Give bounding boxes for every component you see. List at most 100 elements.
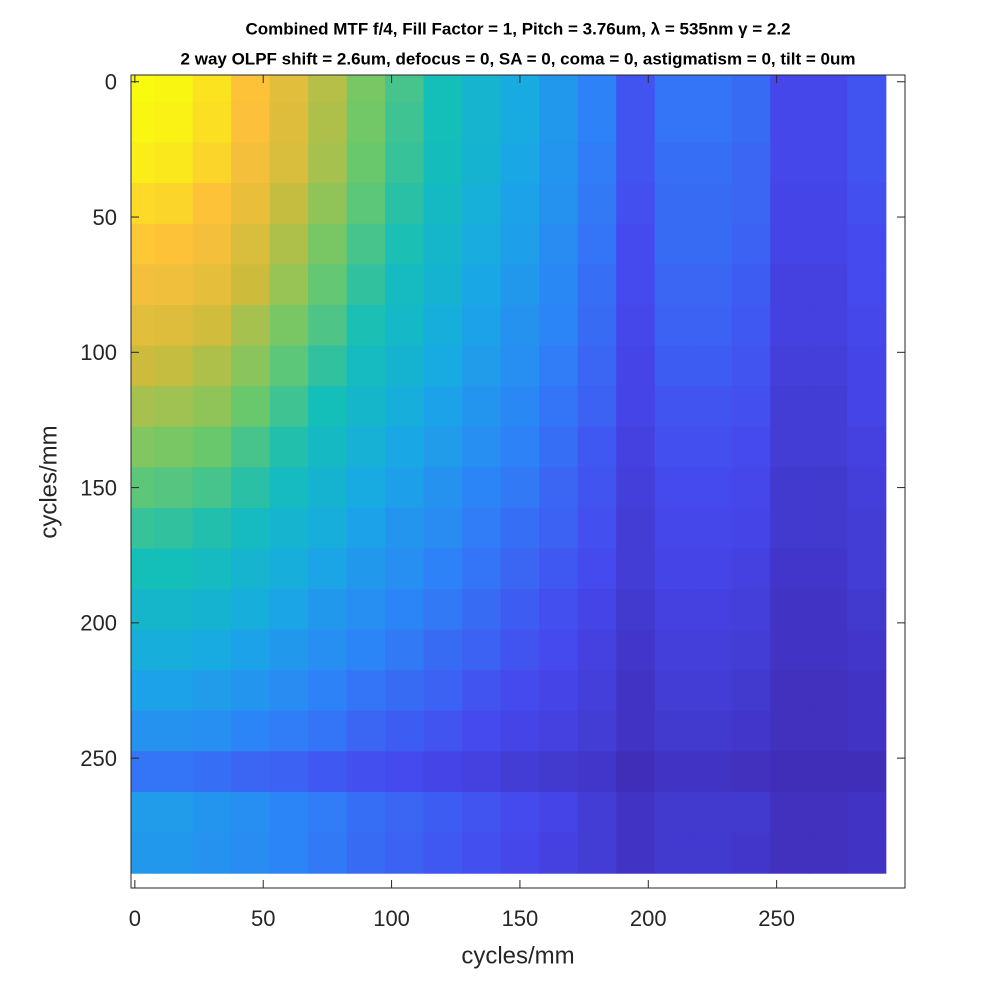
heatmap-cell xyxy=(693,304,733,347)
heatmap-cell xyxy=(808,791,848,834)
heatmap-cell xyxy=(131,264,155,306)
heatmap-cell xyxy=(385,102,425,144)
heatmap-cell xyxy=(154,670,194,712)
heatmap-cell xyxy=(693,75,733,103)
heatmap-cell xyxy=(654,629,694,671)
axes-box xyxy=(130,74,906,889)
heatmap-cell xyxy=(808,426,848,468)
x-tick-label: 200 xyxy=(630,906,667,931)
heatmap-cell xyxy=(192,670,232,712)
heatmap-cell xyxy=(539,791,579,834)
heatmap-cell xyxy=(770,223,810,265)
heatmap-cell xyxy=(308,467,348,509)
heatmap-cell xyxy=(423,467,463,509)
x-tick-label: 100 xyxy=(373,906,410,931)
heatmap-cell xyxy=(770,548,810,590)
heatmap-cell xyxy=(616,791,656,834)
heatmap-cell xyxy=(693,710,733,752)
heatmap-cell xyxy=(462,467,502,509)
heatmap-cell xyxy=(539,507,579,550)
heatmap-cell xyxy=(462,670,502,712)
heatmap-cell xyxy=(154,345,194,387)
heatmap-cell xyxy=(616,264,656,306)
heatmap-cell xyxy=(847,791,887,834)
heatmap-cell xyxy=(770,142,810,184)
heatmap-cell xyxy=(154,426,194,468)
heatmap-cell xyxy=(423,791,463,834)
heatmap-cell xyxy=(131,548,155,590)
heatmap-cell xyxy=(269,629,309,671)
heatmap-cell xyxy=(308,710,348,752)
heatmap-cell xyxy=(154,791,194,834)
heatmap-cell xyxy=(808,102,848,144)
heatmap-cell xyxy=(539,548,579,590)
heatmap-cell xyxy=(616,548,656,590)
heatmap-cell xyxy=(577,386,617,428)
heatmap-cell xyxy=(847,183,887,225)
heatmap-cell xyxy=(731,183,771,225)
heatmap-cell xyxy=(539,589,579,631)
heatmap-cell xyxy=(616,507,656,550)
heatmap-cell xyxy=(346,548,386,590)
heatmap-cell xyxy=(308,670,348,712)
heatmap-cell xyxy=(462,832,502,874)
heatmap-cell xyxy=(770,386,810,428)
heatmap-cell xyxy=(231,264,271,306)
heatmap-cell xyxy=(616,589,656,631)
heatmap-cell xyxy=(308,264,348,306)
heatmap-cell xyxy=(131,467,155,509)
heatmap-cell xyxy=(770,832,810,874)
heatmap-cell xyxy=(346,223,386,265)
heatmap-cell xyxy=(770,710,810,752)
heatmap-cell xyxy=(346,670,386,712)
heatmap-cell xyxy=(616,304,656,347)
heatmap-cell xyxy=(385,304,425,347)
heatmap-cell xyxy=(577,223,617,265)
heatmap-cell xyxy=(308,629,348,671)
heatmap-cell xyxy=(385,183,425,225)
heatmap-cell xyxy=(154,710,194,752)
heatmap-cell xyxy=(577,467,617,509)
heatmap-cell xyxy=(808,223,848,265)
heatmap-cell xyxy=(423,710,463,752)
heatmap-cell xyxy=(731,426,771,468)
heatmap-cell xyxy=(462,426,502,468)
heatmap-cell xyxy=(654,467,694,509)
heatmap-cell xyxy=(500,507,540,550)
heatmap-cell xyxy=(616,751,656,793)
heatmap-cell xyxy=(500,589,540,631)
chart-title: Combined MTF f/4, Fill Factor = 1, Pitch… xyxy=(245,19,790,38)
heatmap-cell xyxy=(539,142,579,184)
heatmap-cell xyxy=(616,102,656,144)
heatmap-cell xyxy=(539,426,579,468)
heatmap-cell xyxy=(346,75,386,103)
heatmap-cell xyxy=(131,142,155,184)
heatmap-cell xyxy=(654,386,694,428)
y-tick-label: 150 xyxy=(80,475,117,500)
heatmap-cell xyxy=(577,426,617,468)
heatmap-cell xyxy=(131,791,155,834)
heatmap-cell xyxy=(192,751,232,793)
heatmap-cell xyxy=(269,75,309,103)
heatmap-cell xyxy=(731,710,771,752)
heatmap-cell xyxy=(154,223,194,265)
heatmap-cell xyxy=(731,223,771,265)
heatmap-cell xyxy=(693,589,733,631)
x-tick-label: 150 xyxy=(502,906,539,931)
heatmap-cell xyxy=(462,75,502,103)
heatmap-cell xyxy=(693,548,733,590)
heatmap-cell xyxy=(616,832,656,874)
heatmap-cell xyxy=(308,304,348,347)
heatmap-cell xyxy=(192,507,232,550)
heatmap-cell xyxy=(577,751,617,793)
heatmap-cell xyxy=(131,345,155,387)
heatmap-cell xyxy=(731,791,771,834)
heatmap-cell xyxy=(693,345,733,387)
heatmap-cell xyxy=(462,386,502,428)
heatmap-cell xyxy=(154,386,194,428)
heatmap-cell xyxy=(269,670,309,712)
heatmap-cell xyxy=(423,304,463,347)
heatmap-cell xyxy=(192,629,232,671)
heatmap-cell xyxy=(539,670,579,712)
